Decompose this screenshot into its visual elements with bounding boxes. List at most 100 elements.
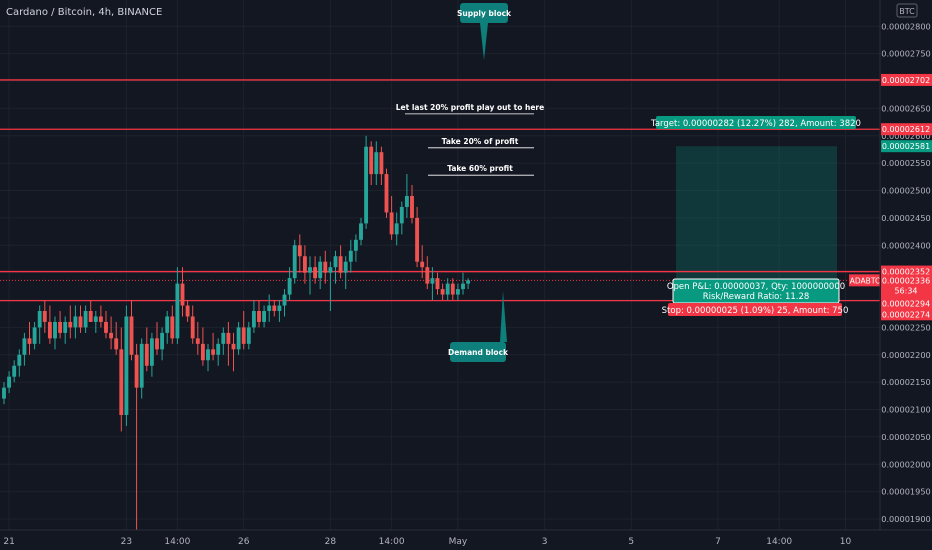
candle[interactable] [195,321,200,355]
candle[interactable] [160,327,165,361]
candle[interactable] [364,135,369,229]
candle[interactable] [124,305,129,426]
candle[interactable] [180,267,185,317]
candle[interactable] [267,294,272,322]
candle[interactable] [415,206,420,268]
candle[interactable] [282,289,287,317]
candle[interactable] [98,305,103,328]
candle[interactable] [119,327,124,432]
candle[interactable] [338,245,343,279]
candle[interactable] [226,321,231,366]
candle[interactable] [277,300,282,322]
candle[interactable] [333,250,338,284]
candle[interactable] [251,300,256,333]
candle[interactable] [88,300,93,322]
candle[interactable] [435,272,440,295]
candle[interactable] [211,332,216,361]
candle[interactable] [389,196,394,240]
candle[interactable] [134,343,139,530]
candle[interactable] [200,327,205,366]
candle[interactable] [17,349,22,377]
candle[interactable] [236,321,241,355]
candle[interactable] [348,239,353,273]
candle[interactable] [425,256,430,290]
candle[interactable] [262,305,267,328]
candle[interactable] [302,245,307,284]
candle[interactable] [53,316,57,350]
candle[interactable] [144,327,149,372]
candle[interactable] [2,382,6,405]
candle[interactable] [216,338,221,366]
candle[interactable] [206,343,210,372]
candle[interactable] [297,234,302,273]
candle[interactable] [47,305,52,344]
candle[interactable] [68,305,73,339]
candle[interactable] [7,371,12,394]
candle[interactable] [359,217,363,246]
candle[interactable] [399,201,404,235]
candle[interactable] [430,267,435,301]
candle[interactable] [308,256,312,295]
candle[interactable] [313,256,318,284]
candle[interactable] [404,174,409,218]
candle[interactable] [318,256,323,290]
candle[interactable] [63,316,68,344]
time-axis[interactable]: 21 23 14:00 26 28 14:00 May 3 5 7 14:00 10 [3,537,851,547]
candle[interactable] [221,327,226,355]
candle[interactable] [420,245,425,279]
position-labels[interactable]: Target: 0.00000282 (12.27%) 282, Amount:… [650,116,881,316]
candle[interactable] [185,300,190,322]
candle[interactable] [379,146,384,186]
candle[interactable] [231,332,236,372]
open-pnl-label[interactable]: Open P&L: 0.00000037, Qty: 1000000000Ris… [667,278,845,304]
candle[interactable] [328,261,333,311]
candle[interactable] [175,267,180,344]
candle[interactable] [287,267,292,301]
candle[interactable] [374,141,379,186]
demand-block-callout[interactable]: Demand block [448,291,509,362]
candle[interactable] [22,332,27,366]
candle[interactable] [83,305,88,333]
target-label[interactable]: Target: 0.00000282 (12.27%) 282, Amount:… [650,116,861,129]
candle[interactable] [384,168,389,218]
candle[interactable] [73,305,78,339]
price-axis-panel[interactable] [880,0,932,530]
callout-group[interactable]: Supply block Demand block [448,3,512,362]
candle[interactable] [190,305,195,344]
candle[interactable] [12,360,17,383]
candle[interactable] [93,310,98,333]
candle[interactable] [129,300,134,361]
candle[interactable] [257,300,261,328]
text-annotations[interactable]: Let last 20% profit play out to here Take… [396,103,544,176]
candle[interactable] [139,338,144,399]
candle[interactable] [353,234,358,262]
candle[interactable] [109,316,114,350]
time-axis-panel[interactable] [0,530,880,550]
candle[interactable] [461,272,465,295]
annotation[interactable]: Take 20% of profit [428,137,534,149]
candle[interactable] [32,321,37,350]
candle[interactable] [466,278,471,290]
candle[interactable] [450,278,455,301]
candle[interactable] [323,250,328,284]
candle[interactable] [241,310,246,350]
candle[interactable] [455,283,460,301]
candle[interactable] [394,212,399,246]
candle[interactable] [114,321,119,355]
annotation[interactable]: Take 60% profit [428,164,534,176]
symbol-tag[interactable]: ADABTC [849,274,881,287]
candle[interactable] [104,310,108,339]
currency-badge[interactable]: BTC [896,3,918,18]
candle[interactable] [155,321,159,355]
candle[interactable] [37,305,42,344]
candle[interactable] [42,300,47,333]
candle[interactable] [246,321,251,350]
candle[interactable] [170,305,175,344]
candlestick-series[interactable] [2,135,471,530]
candle[interactable] [149,332,154,377]
candle[interactable] [27,321,32,355]
candle[interactable] [445,278,450,301]
candle[interactable] [440,283,445,301]
candle[interactable] [369,141,374,186]
